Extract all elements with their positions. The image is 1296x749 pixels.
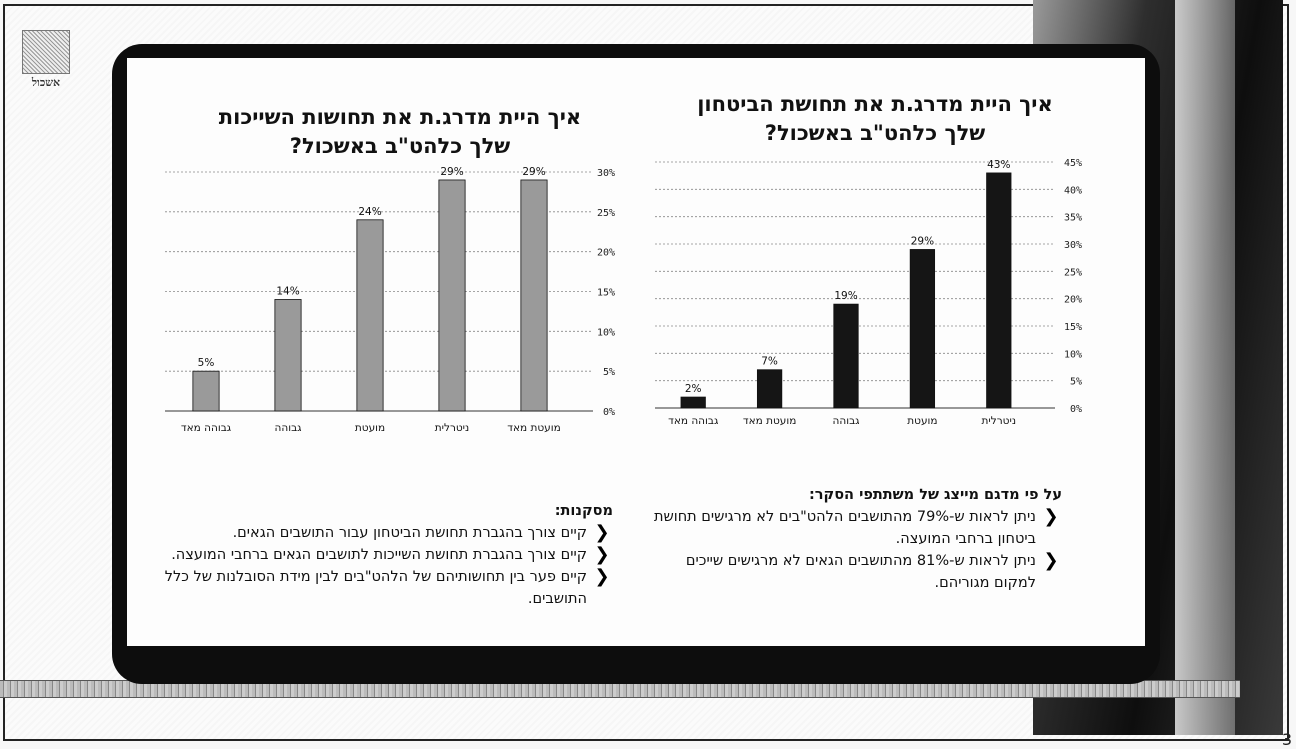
belonging-bar [192,370,220,412]
belonging-bar [356,219,384,412]
logo-text: אשכול [31,76,61,89]
belonging-title-line-2: שלך כלהט"ב באשכול? [289,134,511,158]
belonging-chart-title: איך היית מדרג.ת את תחושות השייכות שלך כל… [195,103,605,161]
security-bar [986,172,1012,409]
security-data-label: 43% [987,159,1010,171]
belonging-category-label: גבוהה [275,422,303,434]
security-chart: 0% 5% 10% 15% 20% 25% 30% 35% 40% 45% 2% גבוהה מאד 7… [655,158,1082,427]
security-data-label: 29% [911,235,934,247]
belonging-category-label: מועטת מאד [507,422,561,434]
belonging-tick-label: 25% [597,208,615,219]
monitor-stand [540,676,554,684]
security-tick-label: 10% [1064,349,1082,360]
security-tick-label: 5% [1070,377,1082,388]
eshkol-logo: אשכול [20,30,72,90]
security-data-label: 7% [761,356,778,368]
security-tick-label: 35% [1064,213,1082,224]
bullet-text: ניתן לראות ש-79% מהתושבים הלהט"בים לא מר… [653,509,1036,547]
chevron-left-icon: ❮ [594,566,610,587]
security-bar [680,396,706,409]
security-data-label: 19% [834,290,857,302]
notes-right-heading: על פי מדגם מייצג של משתתפי הסקר: [809,487,1062,503]
belonging-tick-label: 5% [603,367,615,378]
chevron-left-icon: ❮ [1043,506,1059,527]
security-chart-title: איך היית מדרג.ת את תחושת הביטחון שלך כלה… [675,90,1075,148]
security-tick-label: 40% [1064,185,1082,196]
bullet-text: ניתן לראות ש-81% מהתושבים הגאים לא מרגיש… [685,553,1036,591]
belonging-tick-label: 10% [597,327,615,338]
notes-left-bullet-1: ❮ קיים צורך בהגברת תחושת הביטחון עבור הת… [163,522,613,544]
belonging-category-label: מועטת [355,422,385,434]
notes-left-heading: מסקנות: [554,503,613,519]
belonging-category-label: ניטרלית [435,422,470,434]
belonging-data-label: 29% [522,166,545,178]
notes-left-bullet-2: ❮ קיים צורך בהגברת תחושת השייכות לתושבים… [163,544,613,566]
bullet-text: קיים צורך בהגברת תחושת השייכות לתושבים ה… [171,547,587,563]
belonging-tick-label: 15% [597,288,615,299]
chevron-left-icon: ❮ [594,544,610,565]
belonging-data-label: 24% [358,206,381,218]
security-tick-label: 15% [1064,322,1082,333]
chevron-left-icon: ❮ [1043,550,1059,571]
notes-left-bullet-3: ❮ קיים פער בין תחושותיהם של הלהט"בים לבי… [163,566,613,610]
security-category-label: מועטת [907,415,937,427]
security-category-label: ניטרלית [982,415,1017,427]
bullet-text: קיים צורך בהגברת תחושת הביטחון עבור התוש… [232,525,587,541]
security-tick-label: 0% [1070,404,1082,415]
belonging-tick-label: 30% [597,168,615,179]
notes-left: מסקנות: ❮ קיים צורך בהגברת תחושת הביטחון… [163,500,613,610]
security-bar [833,303,859,409]
belonging-title-line-1: איך היית מדרג.ת את תחושות השייכות [218,105,582,129]
security-category-label: מועטת מאד [743,415,797,427]
security-bar [756,369,783,409]
security-tick-label: 30% [1064,240,1082,251]
belonging-data-label: 5% [198,357,215,369]
belonging-data-label: 14% [276,285,299,297]
security-tick-label: 25% [1064,267,1082,278]
belonging-category-label: גבוהה מאד [181,422,232,434]
notes-right: על פי מדגם מייצג של משתתפי הסקר: ❮ ניתן … [650,484,1062,594]
belonging-chart: 0% 5% 10% 15% 20% 25% 30% 5% גבוהה מאד 14% גבוהה 24… [165,166,615,434]
security-title-line-1: איך היית מדרג.ת את תחושת הביטחון [697,92,1053,116]
page-number: 3 [1281,730,1292,749]
security-bar [909,249,936,409]
belonging-data-label: 29% [440,166,463,178]
chevron-left-icon: ❮ [594,522,610,543]
belonging-bar [520,179,548,412]
security-category-label: גבוהה מאד [668,415,719,427]
notes-right-bullet-2: ❮ ניתן לראות ש-81% מהתושבים הגאים לא מרג… [650,550,1062,594]
security-data-label: 2% [685,383,702,395]
belonging-bar [438,179,466,412]
background-highlight [1175,0,1235,735]
security-tick-label: 20% [1064,295,1082,306]
security-tick-label: 45% [1064,158,1082,169]
security-category-label: גבוהה [833,415,861,427]
notes-right-bullet-1: ❮ ניתן לראות ש-79% מהתושבים הלהט"בים לא … [650,506,1062,550]
belonging-tick-label: 20% [597,248,615,259]
bullet-text: קיים פער בין תחושותיהם של הלהט"בים לבין … [164,569,587,607]
belonging-tick-label: 0% [603,407,615,418]
security-title-line-2: שלך כלהט"ב באשכול? [764,121,986,145]
belonging-bar [274,299,302,412]
logo-icon [22,30,70,74]
